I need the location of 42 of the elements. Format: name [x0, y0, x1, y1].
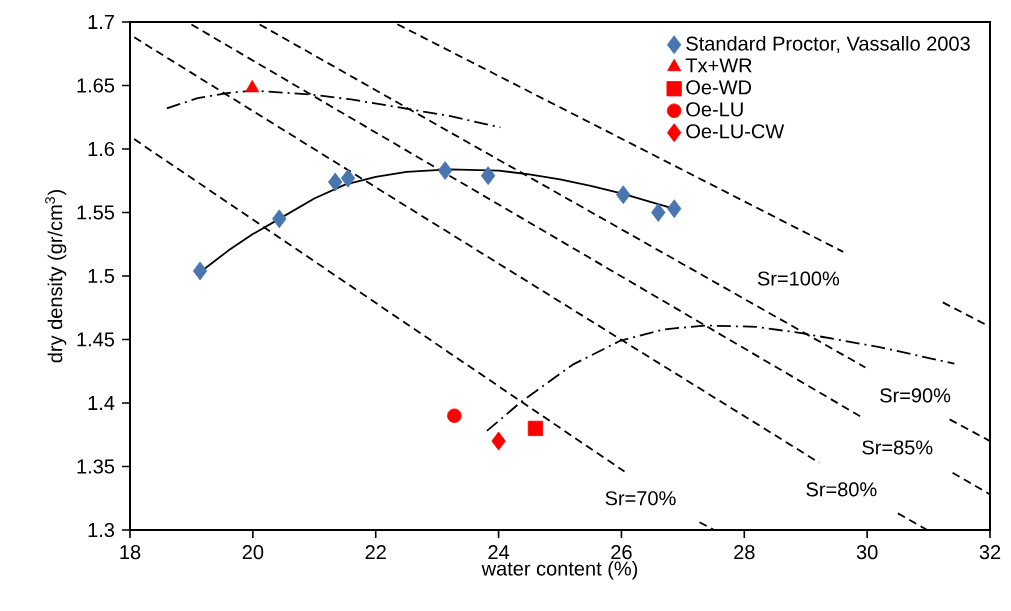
legend-label: Oe-LU	[686, 102, 743, 117]
point	[340, 168, 356, 188]
point	[667, 199, 682, 219]
legend-label: Tx+WR	[685, 58, 752, 73]
point	[328, 172, 343, 192]
point	[272, 209, 287, 229]
legend-label: Oe-WD	[686, 80, 752, 95]
x-tick-label: 20	[242, 545, 264, 560]
y-tick-label: 1.65	[77, 78, 115, 93]
x-tick-label: 32	[979, 545, 1001, 560]
point	[447, 408, 462, 423]
x-tick-label: 30	[856, 545, 878, 560]
y-tick-label: 1.55	[77, 205, 115, 220]
y-tick-label: 1.35	[77, 459, 115, 474]
annotation: Sr=90%	[880, 388, 951, 403]
x-tick-label: 26	[611, 545, 632, 560]
y-tick-label: 1.7	[88, 15, 114, 29]
point	[651, 203, 666, 222]
y-tick-label: 1.4	[88, 396, 115, 410]
x-axis-title: water content (%)	[481, 560, 638, 580]
point	[192, 261, 208, 281]
point	[491, 431, 506, 451]
point	[245, 80, 260, 93]
y-tick-label: 1.5	[88, 269, 115, 283]
point	[616, 185, 631, 205]
y-tick-label: 1.45	[77, 332, 115, 347]
x-tick-label: 22	[365, 545, 386, 560]
y-tick-label: 1.3	[88, 522, 115, 538]
legend-label: Standard Proctor, Vassallo 2003	[686, 36, 970, 54]
annotation: Sr=80%	[806, 482, 877, 497]
annotation: Sr=100%	[757, 271, 840, 286]
x-tick-label: 18	[120, 545, 141, 560]
x-tick-label: 28	[734, 545, 755, 560]
point	[437, 161, 453, 180]
point	[527, 420, 544, 436]
y-axis-title: dry density (gr/cm$^{3}$)	[45, 190, 67, 363]
annotation: Sr=70%	[605, 491, 676, 506]
annotation: Sr=85%	[862, 440, 933, 455]
x-tick-label: 24	[488, 545, 510, 560]
y-tick-label: 1.6	[88, 141, 115, 157]
legend-label: Oe-LU-CW	[686, 124, 785, 139]
point	[480, 166, 496, 186]
